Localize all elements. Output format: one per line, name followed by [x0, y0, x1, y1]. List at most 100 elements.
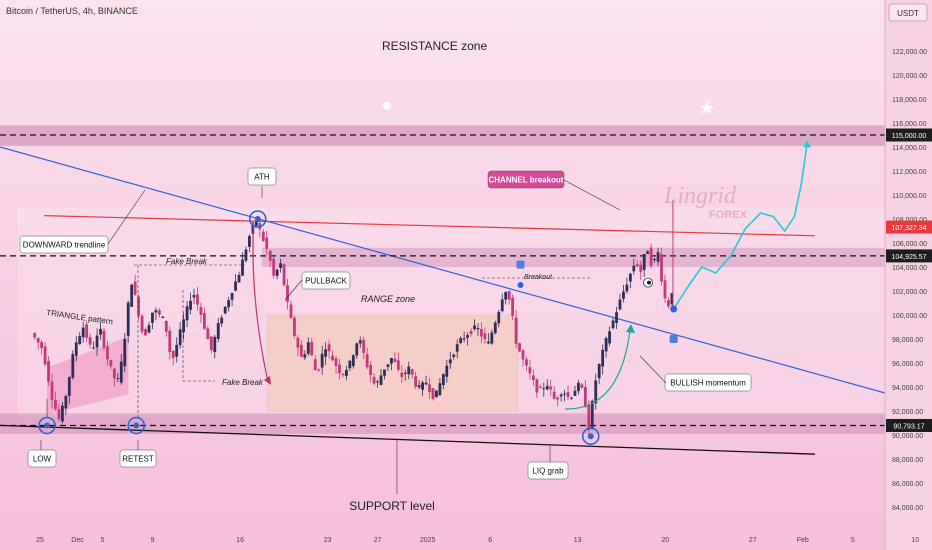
x-tick-label: 5 — [101, 537, 105, 544]
candle-body — [223, 306, 227, 314]
candle-body — [78, 336, 82, 345]
current-price-point — [670, 305, 678, 313]
x-axis-ticks: 25 Dec 5 9 16 23 27 2025 6 13 20 27 Feb 5 10 — [36, 537, 919, 544]
signal-flag-icon — [669, 335, 678, 343]
candle-body — [573, 390, 577, 396]
y-tick-label: 104,000.00 — [892, 265, 927, 272]
x-tick-label: 20 — [661, 537, 669, 544]
candle-body — [168, 330, 172, 352]
price-tag-box — [886, 220, 932, 234]
x-tick-label: 27 — [374, 537, 382, 544]
x-tick-label: 5 — [851, 537, 855, 544]
candle-body — [486, 341, 490, 344]
candle-body — [192, 295, 196, 298]
ath-marker-ring — [248, 210, 267, 228]
candle-body — [244, 249, 248, 261]
candle-body — [667, 300, 670, 307]
y-tick-label: 102,000.00 — [892, 289, 927, 296]
candle-body — [74, 342, 78, 356]
y-tick-label: 96,000.00 — [892, 361, 923, 368]
candle-body — [597, 364, 601, 379]
candle-body — [320, 353, 324, 368]
candle-body — [338, 364, 341, 374]
y-tick-label: 108,000.00 — [892, 217, 927, 224]
candle-body — [656, 252, 660, 262]
candle-body — [268, 250, 272, 261]
candle-body — [587, 405, 591, 430]
candle-body — [649, 247, 653, 266]
currency-badge[interactable] — [888, 3, 928, 22]
resistance-band — [0, 125, 885, 146]
y-tick-label: 114,000.00 — [892, 145, 927, 152]
y-tick-label: 122,000.00 — [892, 49, 927, 56]
candle-body — [286, 285, 289, 302]
trendline-callout-connector — [107, 189, 146, 245]
candle-body — [421, 382, 424, 390]
support-band — [0, 413, 885, 434]
candle-body — [248, 236, 251, 247]
candle-body — [521, 350, 525, 360]
blue-downtrend-line — [0, 146, 886, 394]
candle-body — [133, 281, 137, 295]
candle-body — [545, 385, 549, 390]
candle-body — [531, 375, 535, 380]
low-label: LOW — [33, 455, 52, 464]
candle-body — [88, 337, 92, 345]
liq-grab-marker-dot — [587, 433, 594, 440]
candle-body — [438, 383, 442, 396]
y-tick-label: 100,000.00 — [892, 313, 927, 320]
candle-body — [386, 364, 390, 367]
range-zone-label: RANGE zone — [361, 294, 415, 304]
candle-body — [511, 297, 515, 316]
candle-body — [618, 299, 622, 310]
candle-body — [355, 343, 359, 356]
candle-body — [400, 372, 404, 377]
retest-marker-ring — [127, 416, 146, 435]
candle-body — [341, 374, 345, 376]
ath-marker-dot — [254, 216, 261, 222]
candle-body — [583, 387, 587, 408]
symbol-title: Bitcoin / TetherUS, 4h, BINANCE — [6, 6, 138, 16]
candle-body — [296, 337, 300, 348]
candle-body — [473, 325, 476, 329]
watermark-brand: Lingrid — [663, 183, 737, 209]
candle-body — [542, 388, 546, 390]
candle-body — [334, 358, 338, 366]
candle-body — [580, 384, 584, 388]
candle-body — [324, 349, 328, 357]
candle-body — [396, 360, 400, 370]
candle-body — [365, 354, 369, 368]
y-tick-label: 86,000.00 — [892, 481, 923, 488]
candle-body — [435, 390, 438, 398]
eye-icon-pupil — [647, 280, 651, 285]
candle-body — [237, 275, 241, 283]
price-tags: 115,000.00 107,327.34 104,925.57 90,793.17 — [886, 128, 932, 432]
candle-body — [431, 388, 435, 399]
candle-body — [476, 328, 480, 330]
candle-body — [459, 338, 463, 343]
candle-body — [424, 382, 428, 385]
liq-grab-label: LIQ grab — [532, 467, 564, 476]
brand-watermark: Lingrid FOREX — [663, 183, 748, 221]
candle-body — [40, 342, 44, 348]
pullback-label: PULLBACK — [305, 277, 347, 286]
candle-body — [535, 379, 539, 393]
channel-breakout-label: CHANNEL breakout — [489, 176, 564, 185]
candle-body — [632, 265, 636, 272]
candle-body — [144, 329, 147, 336]
candle-body — [299, 344, 303, 357]
candle-body — [590, 400, 594, 428]
candle-body — [196, 294, 199, 305]
candle-body — [344, 369, 348, 376]
resistance-target-icon — [383, 102, 391, 110]
red-resistance-line — [44, 215, 816, 237]
candle-body — [71, 354, 75, 378]
price-axis[interactable] — [885, 0, 932, 550]
candle-body — [414, 376, 418, 387]
y-tick-label: 106,000.00 — [892, 241, 927, 248]
price-tag-box — [886, 249, 932, 263]
candle-body — [549, 386, 553, 390]
projection-path — [672, 143, 808, 310]
candle-body — [140, 315, 144, 332]
